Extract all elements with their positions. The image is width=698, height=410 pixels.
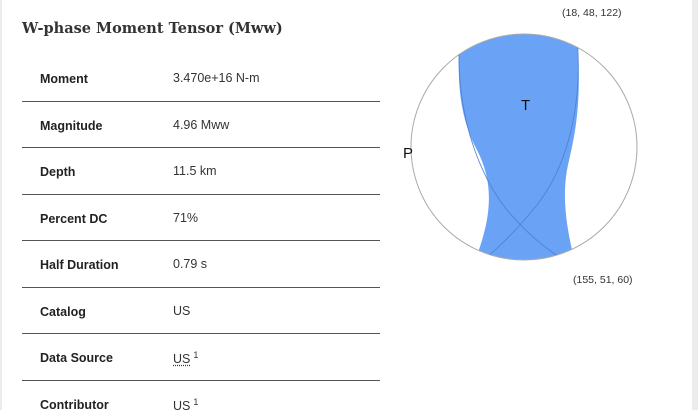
row-value: 71% xyxy=(173,210,199,225)
moment-tensor-table: Moment 3.470e+16 N-m Magnitude 4.96 Mww … xyxy=(22,55,380,410)
p-axis-label: P xyxy=(403,145,413,162)
nodal-plane-1-label: (18, 48, 122) xyxy=(562,7,622,19)
row-label: Catalog xyxy=(40,304,86,319)
row-value: 0.79 s xyxy=(173,257,208,271)
row-value: US 1 xyxy=(173,397,198,410)
row-label: Contributor xyxy=(40,397,109,410)
row-label: Depth xyxy=(40,165,76,179)
table-row-data-source: Data Source US 1 xyxy=(22,334,380,381)
table-row-magnitude: Magnitude 4.96 Mww xyxy=(22,102,380,148)
row-value: 4.96 Mww xyxy=(173,117,230,132)
focal-sphere-outline xyxy=(410,33,638,261)
table-row-moment: Moment 3.470e+16 N-m xyxy=(22,55,380,102)
nodal-plane-curve-2 xyxy=(471,34,579,260)
beachball-diagram: T P (18, 48, 122) (155, 51, 60) xyxy=(403,7,638,286)
row-value: 3.470e+16 N-m xyxy=(173,71,260,85)
row-label: Percent DC xyxy=(40,211,108,226)
row-value: US 1 xyxy=(173,350,198,366)
data-source-link[interactable]: US xyxy=(173,352,191,367)
t-axis-label: T xyxy=(521,97,530,114)
row-label: Magnitude xyxy=(40,118,103,133)
row-label: Half Duration xyxy=(40,258,119,272)
section-title: W-phase Moment Tensor (Mww) xyxy=(22,20,283,37)
table-row-catalog: Catalog US xyxy=(22,288,380,334)
table-row-half-duration: Half Duration 0.79 s xyxy=(22,241,380,288)
row-value: 11.5 km xyxy=(173,164,217,178)
footnote-marker[interactable]: 1 xyxy=(193,350,199,360)
compressional-quadrant xyxy=(458,34,579,260)
table-row-percent-dc: Percent DC 71% xyxy=(22,195,380,241)
row-label: Moment xyxy=(40,72,88,86)
row-label: Data Source xyxy=(40,351,113,365)
row-value: US xyxy=(173,303,191,318)
table-row-depth: Depth 11.5 km xyxy=(22,148,380,195)
contributor-link[interactable]: US xyxy=(173,398,191,410)
nodal-plane-2-label: (155, 51, 60) xyxy=(573,274,633,286)
table-row-contributor: Contributor US 1 xyxy=(22,381,380,410)
footnote-marker[interactable]: 1 xyxy=(193,396,199,407)
